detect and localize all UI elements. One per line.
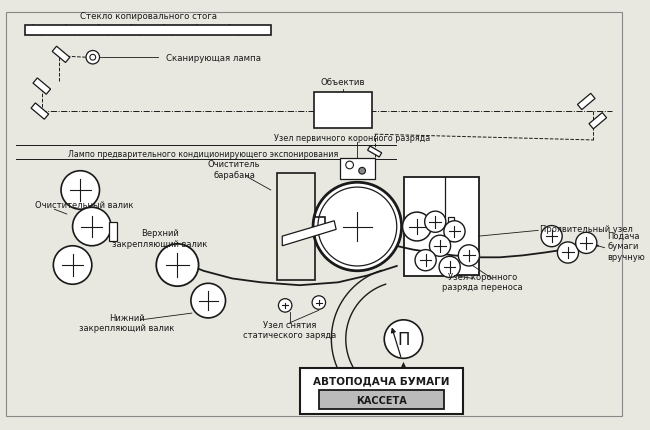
Circle shape (541, 226, 562, 247)
Circle shape (558, 243, 579, 264)
Text: Подача
бумаги
вручную: Подача бумаги вручную (607, 231, 645, 261)
Polygon shape (368, 147, 382, 157)
Bar (109, 222, 117, 241)
Circle shape (73, 208, 111, 246)
Text: Сканирующая лампа: Сканирующая лампа (166, 54, 261, 63)
Circle shape (318, 187, 396, 266)
Polygon shape (31, 104, 49, 120)
Text: Нижний
закрепляющий валик: Нижний закрепляющий валик (79, 313, 174, 333)
Circle shape (576, 233, 597, 254)
Text: Узел первичного коронного разряда: Узел первичного коронного разряда (274, 133, 431, 142)
Bar (448, 218, 454, 241)
Bar (314, 92, 372, 129)
Text: Стекло копировального стога: Стекло копировального стога (79, 12, 216, 21)
Text: Верхний
закрепляющий валик: Верхний закрепляющий валик (112, 229, 208, 248)
Circle shape (312, 296, 326, 310)
Circle shape (415, 250, 436, 271)
Text: Очиститель
барабана: Очиститель барабана (208, 160, 261, 179)
Polygon shape (404, 178, 478, 276)
Circle shape (53, 246, 92, 285)
Circle shape (402, 212, 432, 241)
Text: Очистительный валик: Очистительный валик (35, 200, 133, 209)
Text: Объектив: Объектив (320, 78, 365, 87)
Text: Проявительный узел: Проявительный узел (540, 224, 633, 233)
Circle shape (278, 299, 292, 313)
Text: Узел коронного
разряда переноса: Узел коронного разряда переноса (442, 272, 523, 292)
Circle shape (359, 168, 365, 175)
Circle shape (90, 55, 96, 61)
Bar (300, 368, 463, 414)
Bar (319, 390, 444, 409)
Circle shape (439, 257, 460, 278)
Circle shape (346, 162, 354, 169)
Circle shape (430, 236, 450, 257)
Circle shape (191, 284, 226, 318)
Text: Узел снятия
статического заряда: Узел снятия статического заряда (243, 320, 337, 339)
Text: Лампо предварительного кондиционирующего экспонирования: Лампо предварительного кондиционирующего… (68, 150, 339, 159)
Text: П: П (397, 330, 410, 348)
Circle shape (384, 320, 422, 359)
Polygon shape (282, 221, 336, 246)
Text: КАССЕТА: КАССЕТА (356, 395, 407, 405)
Polygon shape (577, 94, 595, 111)
Circle shape (444, 221, 465, 243)
Circle shape (458, 245, 480, 266)
Bar (25, 25, 271, 36)
Text: АВТОПОДАЧА БУМАГИ: АВТОПОДАЧА БУМАГИ (313, 375, 450, 386)
Bar (340, 159, 374, 180)
Circle shape (156, 244, 199, 286)
Polygon shape (33, 79, 51, 95)
Circle shape (313, 183, 402, 271)
Circle shape (61, 171, 99, 210)
Circle shape (424, 212, 446, 233)
Polygon shape (589, 113, 606, 129)
Polygon shape (52, 47, 70, 63)
Circle shape (86, 51, 99, 65)
